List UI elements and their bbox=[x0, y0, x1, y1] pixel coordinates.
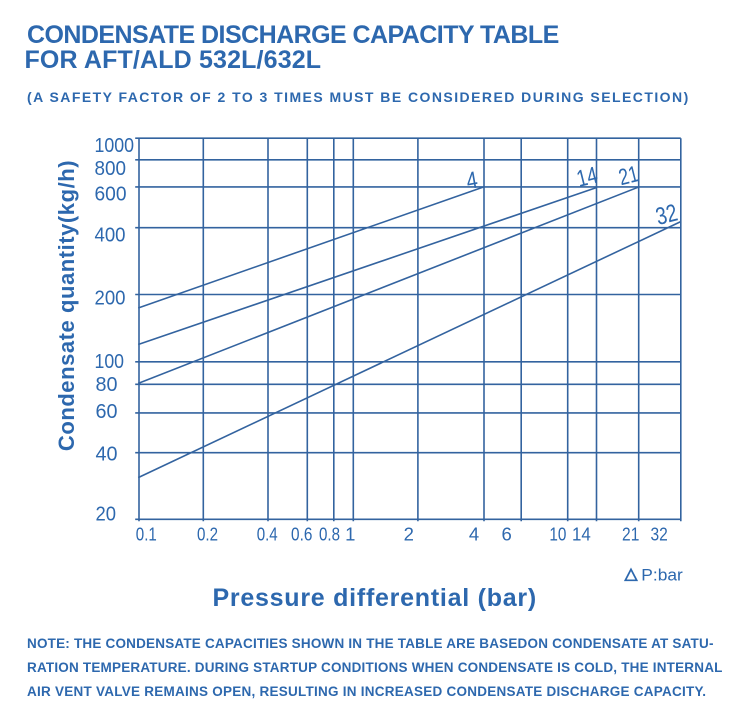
svg-text:0.8: 0.8 bbox=[319, 523, 340, 544]
svg-text:0.1: 0.1 bbox=[136, 523, 157, 544]
svg-text:800: 800 bbox=[95, 158, 127, 180]
svg-text:P:bar: P:bar bbox=[641, 567, 683, 585]
svg-text:0.6: 0.6 bbox=[291, 523, 312, 544]
svg-text:60: 60 bbox=[96, 401, 118, 423]
svg-text:21: 21 bbox=[622, 523, 639, 544]
svg-text:32: 32 bbox=[650, 523, 667, 544]
svg-text:600: 600 bbox=[95, 183, 127, 205]
svg-text:32: 32 bbox=[653, 200, 680, 231]
svg-text:0.2: 0.2 bbox=[197, 523, 218, 544]
svg-text:400: 400 bbox=[95, 225, 126, 247]
svg-text:4: 4 bbox=[469, 523, 479, 544]
svg-text:1: 1 bbox=[345, 523, 355, 544]
svg-text:2: 2 bbox=[404, 523, 414, 544]
svg-text:100: 100 bbox=[95, 351, 125, 373]
svg-text:40: 40 bbox=[96, 443, 118, 465]
svg-text:200: 200 bbox=[95, 288, 126, 310]
svg-text:Condensate quantity(kg/h): Condensate quantity(kg/h) bbox=[54, 160, 79, 451]
svg-text:10: 10 bbox=[549, 523, 566, 544]
svg-text:80: 80 bbox=[96, 374, 118, 396]
svg-text:6: 6 bbox=[501, 523, 511, 544]
svg-text:Pressure differential (bar): Pressure differential (bar) bbox=[212, 584, 537, 612]
svg-text:14: 14 bbox=[572, 523, 591, 544]
svg-text:20: 20 bbox=[96, 504, 117, 526]
svg-text:21: 21 bbox=[616, 160, 641, 190]
svg-text:1000: 1000 bbox=[95, 135, 135, 157]
svg-text:4: 4 bbox=[464, 167, 480, 195]
svg-text:0.4: 0.4 bbox=[257, 523, 278, 544]
